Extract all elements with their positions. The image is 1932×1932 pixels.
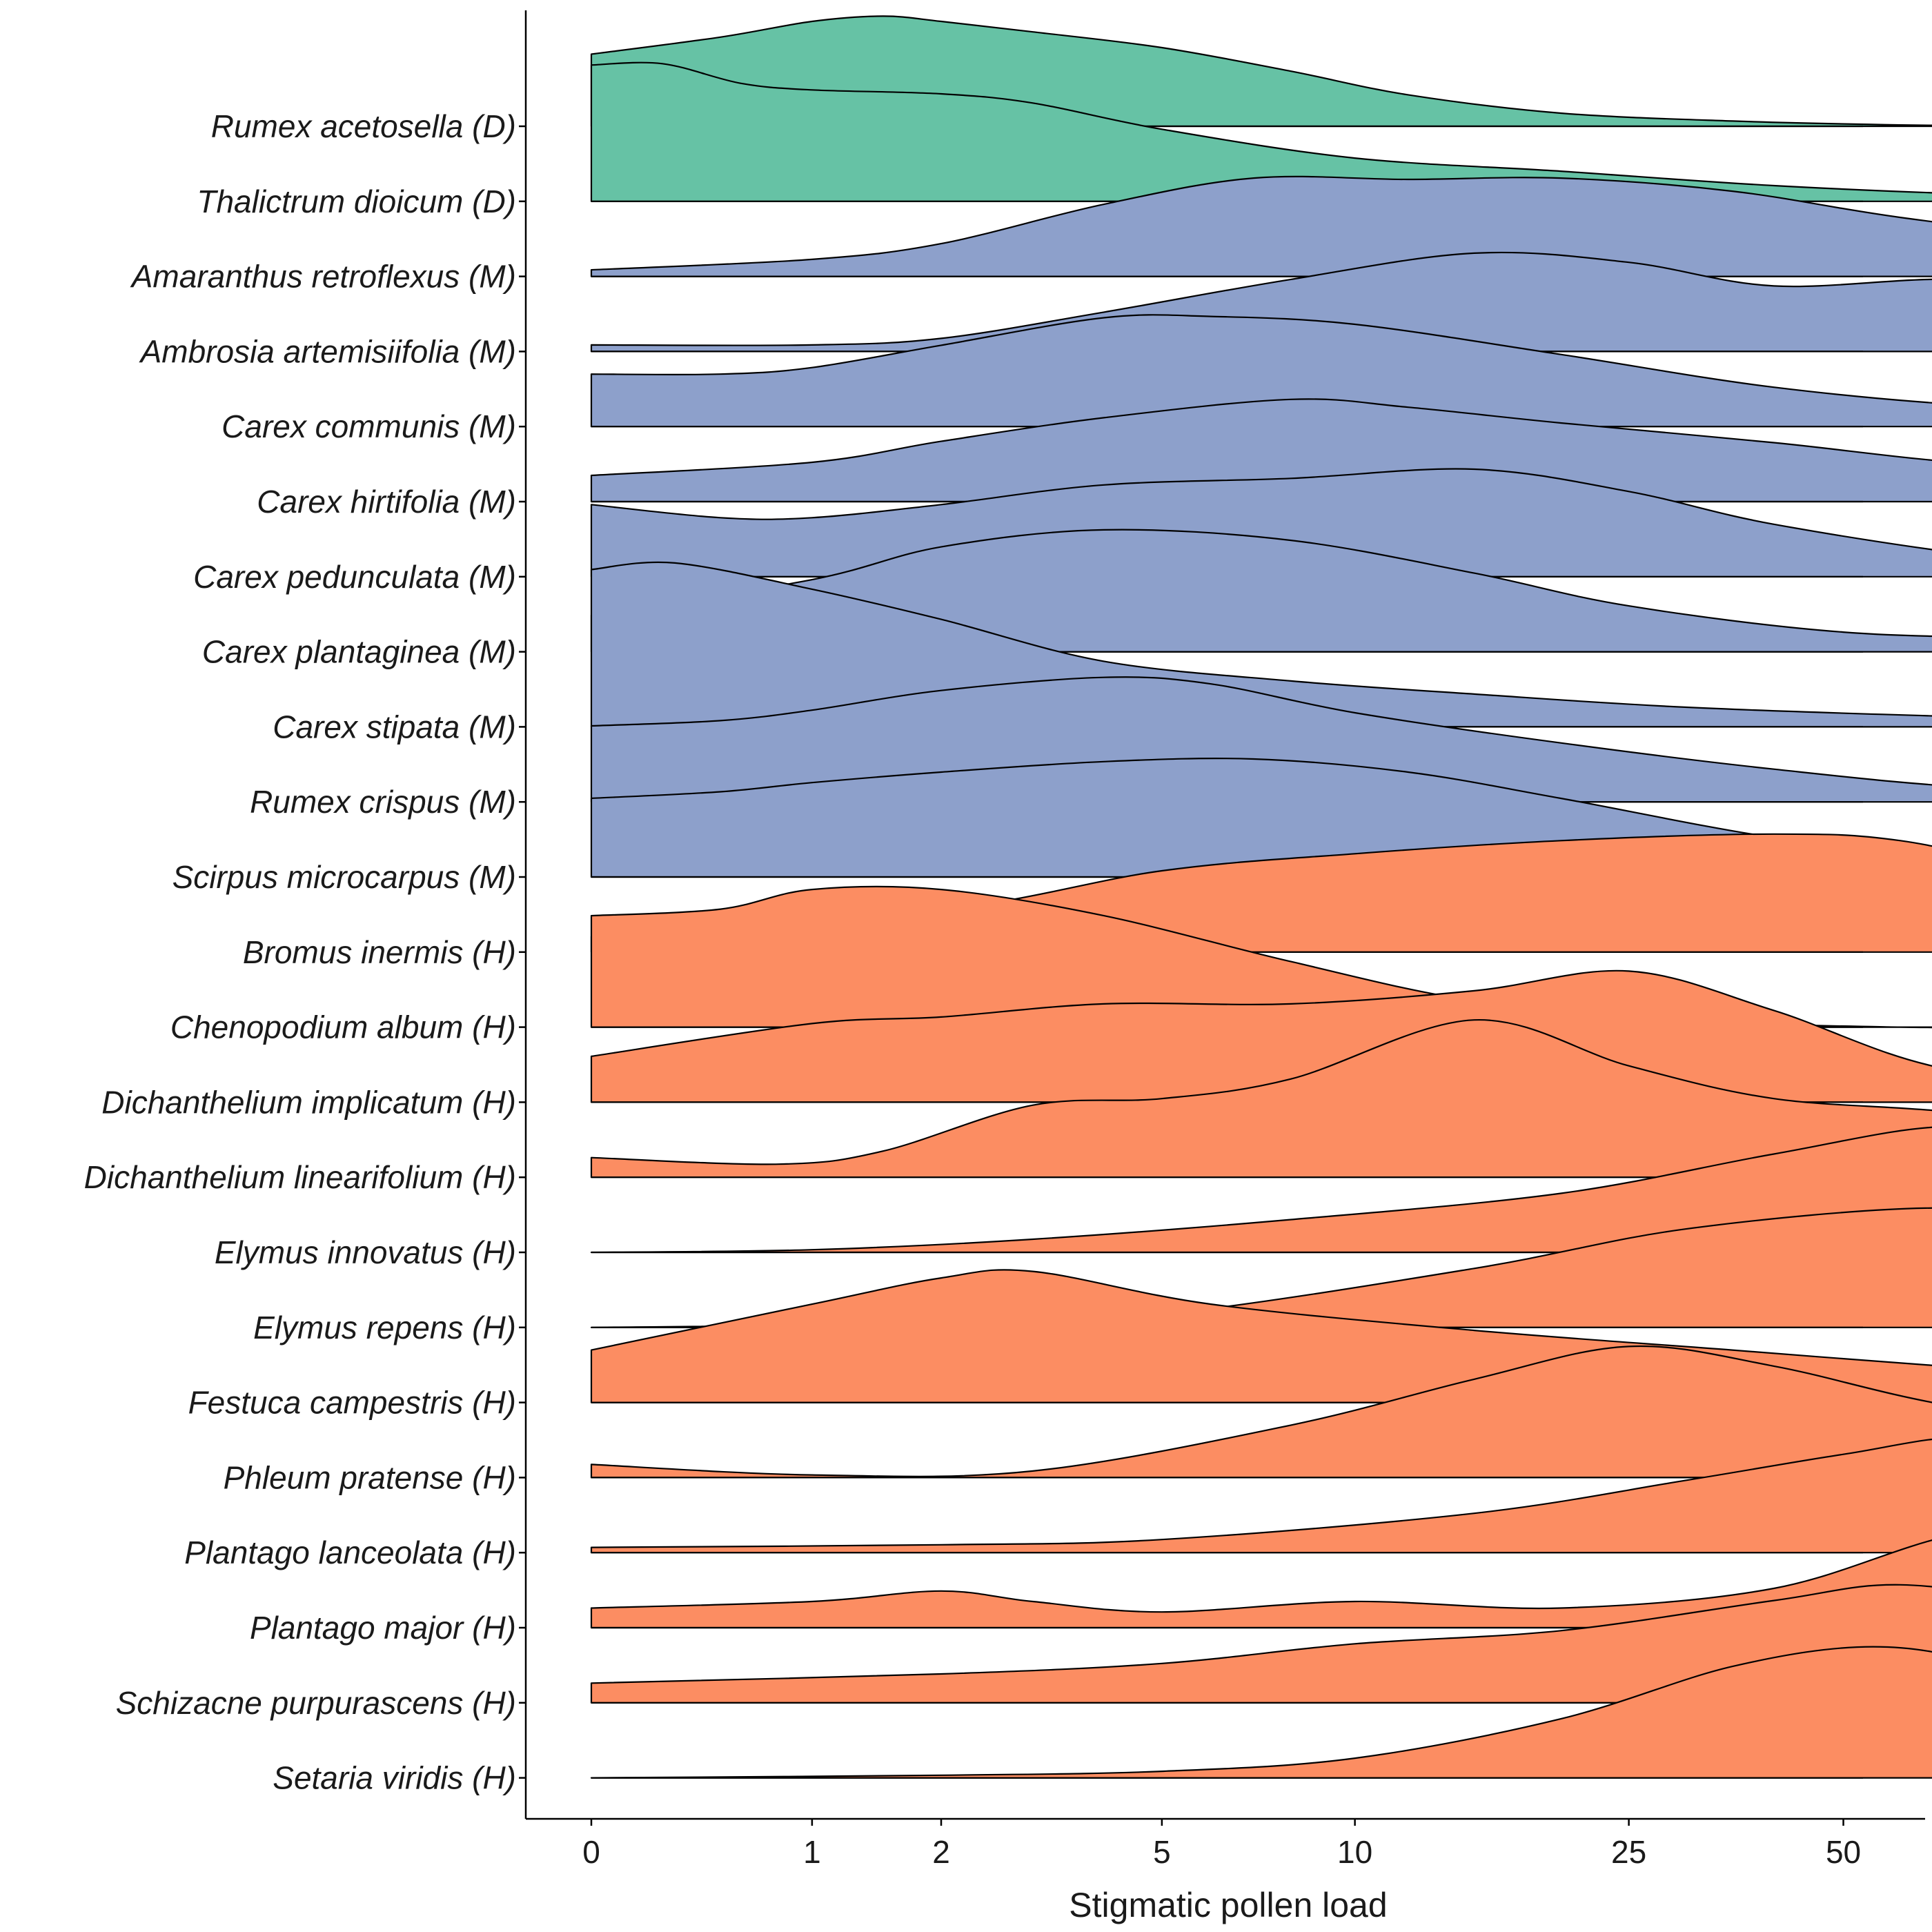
y-tick-label: Schizacne purpurascens (H) [116, 1685, 516, 1721]
y-tick-label: Phleum pratense (H) [224, 1459, 516, 1495]
x-tick-label: 25 [1611, 1834, 1646, 1870]
y-tick-label: Carex stipata (M) [273, 709, 516, 745]
ridge-20 [590, 1539, 1932, 1629]
ridge-19 [590, 1438, 1932, 1554]
y-tick-label: Rumex acetosella (D) [211, 108, 516, 144]
ridge-3 [590, 251, 1932, 353]
y-tick-label: Carex pedunculata (M) [193, 559, 516, 595]
ridge-21 [590, 1584, 1932, 1704]
ridge-12 [590, 885, 1932, 1029]
ridge-15 [590, 1126, 1932, 1254]
y-tick-label: Carex plantaginea (M) [202, 634, 516, 670]
y-tick-label: Thalictrum dioicum (D) [197, 184, 516, 219]
ridge-8 [590, 561, 1932, 728]
y-axis-labels: Rumex acetosella (D) Thalictrum dioicum (… [84, 108, 526, 1796]
ridge-18 [590, 1345, 1932, 1479]
y-tick-label: Scirpus microcarpus (M) [172, 859, 516, 895]
ridge-22 [590, 1646, 1932, 1779]
y-tick-label: Plantago major (H) [250, 1610, 516, 1646]
y-tick-label: Amaranthus retroflexus (M) [130, 259, 516, 295]
ridge-2 [590, 175, 1932, 277]
ridge-5 [590, 398, 1932, 503]
x-axis-ticks: 012510255010020050010002500 [582, 1819, 1861, 1870]
y-tick-label: Elymus innovatus (H) [215, 1234, 516, 1270]
y-tick-label: Bromus inermis (H) [243, 934, 516, 970]
x-tick-label: 50 [1826, 1834, 1861, 1870]
x-tick-label: 0 [582, 1834, 600, 1870]
ridges-layer [590, 15, 1932, 1779]
y-tick-label: Dichanthelium implicatum (H) [101, 1084, 516, 1120]
y-tick-label: Elymus repens (H) [253, 1310, 516, 1346]
y-tick-label: Festuca campestris (H) [188, 1385, 516, 1421]
ridge-14 [590, 1019, 1932, 1179]
y-tick-label: Ambrosia artemisiifolia (M) [139, 333, 516, 369]
x-axis-title: Stigmatic pollen load [1069, 1886, 1387, 1924]
x-tick-label: 5 [1153, 1834, 1171, 1870]
x-tick-label: 10 [1337, 1834, 1372, 1870]
y-tick-label: Rumex crispus (M) [250, 784, 516, 820]
x-tick-label: 1 [803, 1834, 821, 1870]
ridge-1 [590, 61, 1932, 202]
x-tick-label: 2 [932, 1834, 950, 1870]
y-tick-label: Dichanthelium linearifolium (H) [84, 1159, 516, 1195]
y-tick-label: Carex communis (M) [221, 408, 516, 444]
y-tick-label: Plantago lanceolata (H) [184, 1535, 516, 1570]
ridge-4 [590, 314, 1932, 428]
ridge-9 [590, 676, 1932, 803]
y-tick-label: Setaria viridis (H) [273, 1760, 516, 1796]
y-tick-label: Carex hirtifolia (M) [257, 484, 516, 520]
y-tick-label: Chenopodium album (H) [170, 1009, 516, 1045]
